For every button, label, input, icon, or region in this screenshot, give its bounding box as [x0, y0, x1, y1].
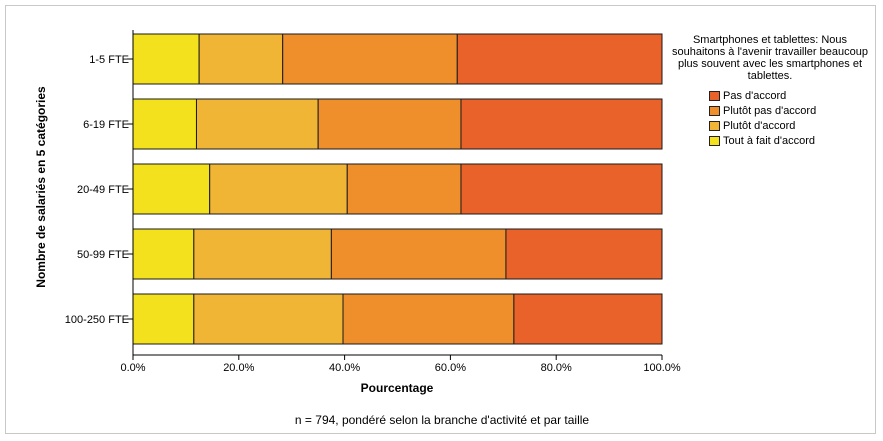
- bar-segment-3-1: [132, 163, 211, 215]
- bar-segment-3-4: [460, 163, 663, 215]
- legend-swatch: [709, 105, 720, 116]
- x-tick-label: 80.0%: [541, 362, 572, 374]
- bar-segment-1-2: [198, 33, 284, 85]
- x-axis-label: Pourcentage: [361, 381, 434, 395]
- x-tick-label: 60.0%: [435, 362, 466, 374]
- y-tick-label: 100-250 FTE: [65, 314, 129, 326]
- legend-item: Tout à fait d'accord: [709, 133, 875, 148]
- bar-segment-4-3: [330, 228, 507, 280]
- x-tick-label: 40.0%: [329, 362, 360, 374]
- x-tick-label: 20.0%: [223, 362, 254, 374]
- bar-segment-1-1: [132, 33, 200, 85]
- bar-segment-5-4: [513, 293, 663, 345]
- bar-segment-3-2: [209, 163, 348, 215]
- bar-segment-2-3: [317, 98, 462, 150]
- legend-item: Plutôt pas d'accord: [709, 103, 875, 118]
- legend-swatch: [709, 90, 720, 101]
- bar-segment-1-3: [282, 33, 458, 85]
- legend-label: Tout à fait d'accord: [723, 134, 815, 147]
- bar-segment-2-2: [195, 98, 319, 150]
- bar-segment-5-3: [342, 293, 515, 345]
- bar-segment-5-1: [132, 293, 195, 345]
- x-tick-label: 0.0%: [120, 362, 145, 374]
- legend-label: Plutôt pas d'accord: [723, 104, 817, 117]
- legend-label: Plutôt d'accord: [723, 119, 796, 132]
- bar-segment-4-2: [193, 228, 332, 280]
- legend: Smartphones et tablettes: Nous souhaiton…: [663, 34, 875, 148]
- y-axis-label: Nombre de salariés en 5 catégories: [34, 86, 48, 288]
- bar-segment-4-1: [132, 228, 195, 280]
- bar-segment-1-4: [456, 33, 663, 85]
- bar-segment-3-3: [346, 163, 462, 215]
- y-tick-label: 20-49 FTE: [77, 184, 129, 196]
- legend-item: Pas d'accord: [709, 88, 875, 103]
- bar-segment-2-1: [132, 98, 197, 150]
- y-tick-label: 6-19 FTE: [83, 119, 129, 131]
- x-tick-label: 100.0%: [643, 362, 681, 374]
- legend-label: Pas d'accord: [723, 89, 787, 102]
- bar-segment-2-4: [460, 98, 663, 150]
- y-tick-label: 1-5 FTE: [89, 54, 129, 66]
- legend-swatch: [709, 120, 720, 131]
- bar-segment-5-2: [193, 293, 344, 345]
- bar-segment-4-4: [505, 228, 663, 280]
- y-tick-label: 50-99 FTE: [77, 249, 129, 261]
- legend-item: Plutôt d'accord: [709, 118, 875, 133]
- legend-title: Smartphones et tablettes: Nous souhaiton…: [672, 34, 868, 82]
- legend-swatch: [709, 135, 720, 146]
- footnote: n = 794, pondéré selon la branche d'acti…: [295, 413, 589, 427]
